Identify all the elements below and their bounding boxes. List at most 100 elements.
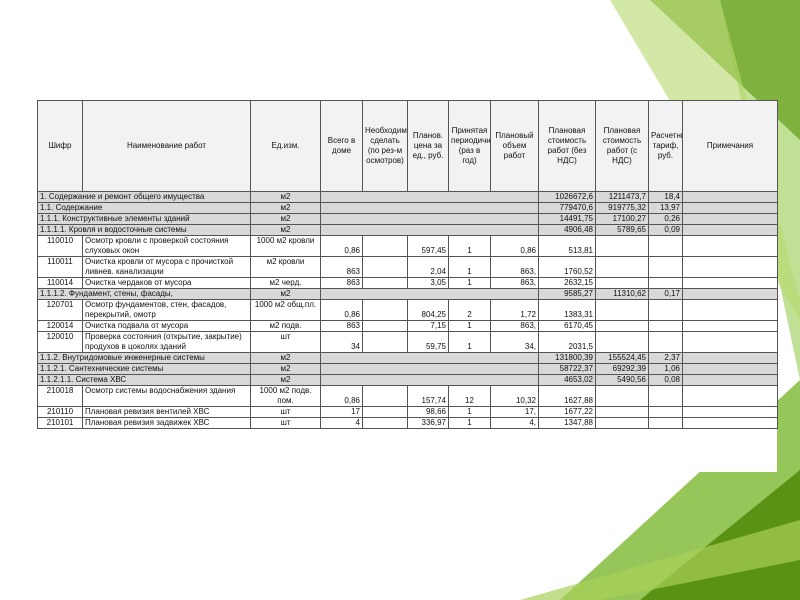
cost-vat-cell: [595, 320, 649, 332]
period-cell: 1: [448, 277, 491, 289]
cost-cell: 1026672,6: [538, 191, 596, 203]
cost-cell: 513,81: [538, 235, 596, 257]
name-cell: Осмотр кровли с проверкой состояния слух…: [82, 235, 251, 257]
total-cell: 0,86: [320, 299, 363, 321]
needed-cell: [362, 256, 408, 278]
notes-cell: [682, 277, 778, 289]
item-row: 120701 Осмотр фундаментов, стен, фасадов,…: [37, 299, 778, 321]
total-cell: 17: [320, 406, 363, 418]
item-row: 110014 Очистка чердаков от мусора м2 черд.…: [37, 277, 778, 289]
header-cell: Необходимо сделать (по рез-м осмотров): [362, 100, 408, 192]
price-cell: 804,25: [407, 299, 449, 321]
unit-cell: м2: [250, 363, 321, 375]
cost-cell: 14491,75: [538, 213, 596, 225]
unit-cell: 1000 м2 подв. пом.: [250, 385, 321, 407]
unit-cell: шт: [250, 331, 321, 353]
header-cell: Расчетный тариф, руб.: [648, 100, 683, 192]
cost-vat-cell: 5789,65: [595, 224, 649, 236]
tariff-cell: [648, 406, 683, 418]
cost-cell: 1383,31: [538, 299, 596, 321]
volume-cell: 17,: [490, 406, 539, 418]
cost-vat-cell: 5490,56: [595, 374, 649, 386]
section-title: 1.1. Содержание: [37, 202, 251, 214]
cost-vat-cell: [595, 331, 649, 353]
cost-vat-cell: [595, 299, 649, 321]
deco-triangle: [520, 520, 800, 600]
cost-vat-cell: [595, 235, 649, 257]
notes-cell: [682, 213, 778, 225]
code-cell: 110014: [37, 277, 83, 289]
volume-cell: 4,: [490, 417, 539, 429]
period-cell: 2: [448, 299, 491, 321]
code-cell: 210101: [37, 417, 83, 429]
total-cell: 4: [320, 417, 363, 429]
header-cell: Наименование работ: [82, 100, 251, 192]
item-row: 120010 Проверка состояния (открытие, закр…: [37, 331, 778, 353]
cost-cell: 6170,45: [538, 320, 596, 332]
table-image: Шифр Наименование работ Ед.изм. Всего в дом…: [37, 100, 778, 472]
period-cell: 1: [448, 320, 491, 332]
section-row: 1.1.2.1.1. Система ХВС м2 4653,02 5490,56 0,…: [37, 374, 778, 386]
cost-vat-cell: 155524,45: [595, 352, 649, 364]
cost-vat-cell: [595, 277, 649, 289]
unit-cell: м2: [250, 224, 321, 236]
cost-cell: 131800,39: [538, 352, 596, 364]
unit-cell: м2: [250, 191, 321, 203]
price-cell: 157,74: [407, 385, 449, 407]
code-cell: 110010: [37, 235, 83, 257]
empty-cell: [320, 288, 539, 300]
code-cell: 210018: [37, 385, 83, 407]
price-cell: 2,04: [407, 256, 449, 278]
empty-cell: [320, 202, 539, 214]
notes-cell: [682, 352, 778, 364]
total-cell: 34: [320, 331, 363, 353]
code-cell: 120701: [37, 299, 83, 321]
item-row: 120014 Очистка подвала от мусора м2 подв. 8…: [37, 320, 778, 332]
header-cell: Плановая стоимость работ (с НДС): [595, 100, 649, 192]
needed-cell: [362, 331, 408, 353]
cost-vat-cell: 17100,27: [595, 213, 649, 225]
period-cell: 1: [448, 417, 491, 429]
cost-cell: 9585,27: [538, 288, 596, 300]
cost-vat-cell: 11310,62: [595, 288, 649, 300]
code-cell: 210110: [37, 406, 83, 418]
name-cell: Очистка подвала от мусора: [82, 320, 251, 332]
empty-cell: [320, 374, 539, 386]
price-cell: 98,66: [407, 406, 449, 418]
cost-cell: 2632,15: [538, 277, 596, 289]
notes-cell: [682, 417, 778, 429]
cost-cell: 4653,02: [538, 374, 596, 386]
notes-cell: [682, 406, 778, 418]
needed-cell: [362, 320, 408, 332]
notes-cell: [682, 191, 778, 203]
section-title: 1.1.2.1.1. Система ХВС: [37, 374, 251, 386]
period-cell: 1: [448, 256, 491, 278]
cost-cell: 779470,6: [538, 202, 596, 214]
price-cell: 336,97: [407, 417, 449, 429]
unit-cell: 1000 м2 кровли: [250, 235, 321, 257]
unit-cell: 1000 м2 общ.пл.: [250, 299, 321, 321]
item-row: 210110 Плановая ревизия вентилей ХВС шт 17 9…: [37, 406, 778, 418]
code-cell: 120014: [37, 320, 83, 332]
notes-cell: [682, 299, 778, 321]
name-cell: Очистка чердаков от мусора: [82, 277, 251, 289]
notes-cell: [682, 320, 778, 332]
cost-vat-cell: 1211473,7: [595, 191, 649, 203]
item-row: 110010 Осмотр кровли с проверкой состояни…: [37, 235, 778, 257]
header-cell: Принятая периодичность (раз в год): [448, 100, 491, 192]
empty-cell: [320, 224, 539, 236]
name-cell: Очистка кровли от мусора с прочисткой ли…: [82, 256, 251, 278]
notes-cell: [682, 224, 778, 236]
table-body: 1. Содержание и ремонт общего имущества м…: [37, 191, 778, 429]
header-cell: Планов. цена за ед., руб.: [407, 100, 449, 192]
tariff-cell: [648, 331, 683, 353]
notes-cell: [682, 288, 778, 300]
deco-triangle: [600, 0, 800, 380]
header-cell: Примечания: [682, 100, 778, 192]
tariff-cell: 0,08: [648, 374, 683, 386]
unit-cell: м2 черд.: [250, 277, 321, 289]
unit-cell: м2 кровли: [250, 256, 321, 278]
tariff-cell: 13,97: [648, 202, 683, 214]
code-cell: 110011: [37, 256, 83, 278]
cost-cell: 58722,37: [538, 363, 596, 375]
